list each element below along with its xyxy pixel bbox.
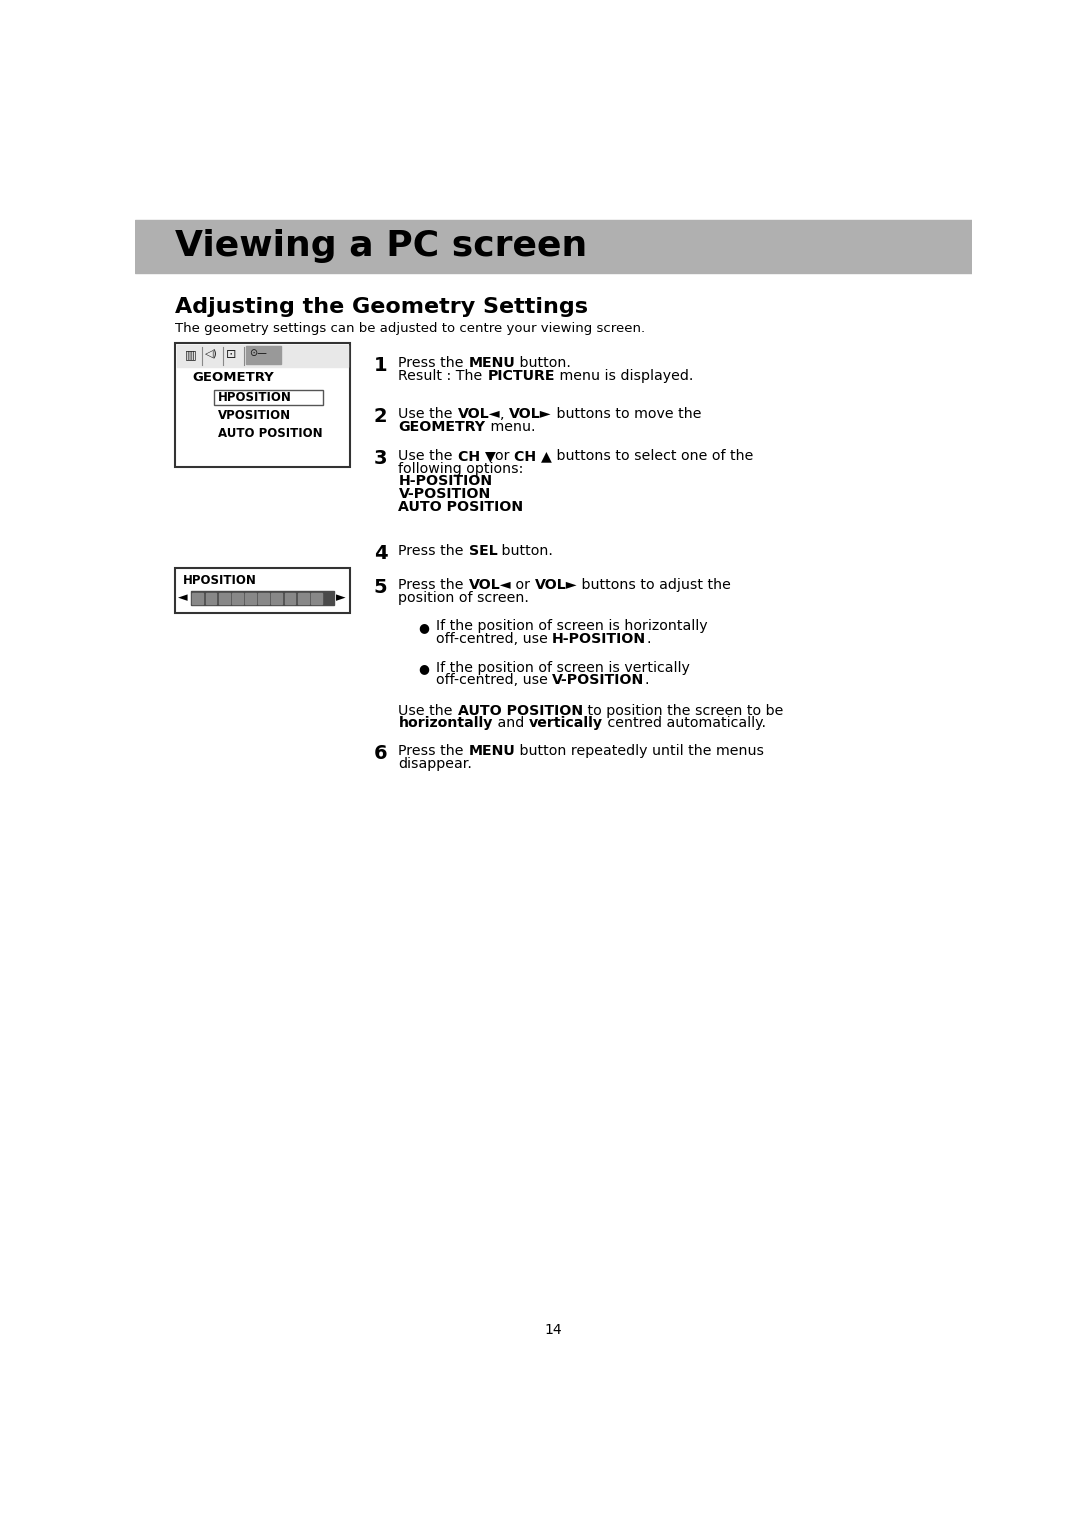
Text: VPOSITION: VPOSITION — [218, 409, 291, 421]
Text: Press the: Press the — [399, 744, 469, 757]
Text: ⊡: ⊡ — [226, 348, 237, 360]
Text: V-POSITION: V-POSITION — [399, 487, 490, 501]
Text: AUTO POSITION: AUTO POSITION — [218, 426, 323, 440]
Text: If the position of screen is horizontally: If the position of screen is horizontall… — [435, 618, 707, 634]
Text: V-POSITION: V-POSITION — [552, 673, 645, 687]
Text: .: . — [645, 673, 649, 687]
Text: MENU: MENU — [469, 744, 515, 757]
Text: AUTO POSITION: AUTO POSITION — [458, 704, 582, 718]
Text: HPOSITION: HPOSITION — [218, 391, 292, 405]
Bar — [311, 592, 322, 603]
Text: buttons to select one of the: buttons to select one of the — [552, 449, 754, 463]
Text: VOL◄: VOL◄ — [469, 579, 511, 592]
Text: Viewing a PC screen: Viewing a PC screen — [175, 229, 588, 263]
Text: ◄: ◄ — [178, 591, 188, 605]
Bar — [177, 345, 348, 366]
Text: Press the: Press the — [399, 356, 469, 371]
Text: CH ▼: CH ▼ — [458, 449, 496, 463]
Bar — [205, 592, 216, 603]
Text: AUTO POSITION: AUTO POSITION — [399, 499, 524, 513]
Text: horizontally: horizontally — [399, 716, 492, 730]
Bar — [258, 592, 269, 603]
Bar — [298, 592, 309, 603]
Text: or: or — [496, 449, 514, 463]
Text: HPOSITION: HPOSITION — [183, 574, 257, 586]
Text: ⊙—: ⊙— — [248, 348, 267, 357]
Text: button.: button. — [497, 544, 553, 557]
Text: The geometry settings can be adjusted to centre your viewing screen.: The geometry settings can be adjusted to… — [175, 322, 646, 334]
Text: Adjusting the Geometry Settings: Adjusting the Geometry Settings — [175, 298, 589, 318]
Bar — [284, 592, 296, 603]
Text: If the position of screen is vertically: If the position of screen is vertically — [435, 661, 689, 675]
Text: Use the: Use the — [399, 408, 458, 421]
Text: position of screen.: position of screen. — [399, 591, 529, 605]
Text: 2: 2 — [374, 408, 388, 426]
Text: MENU: MENU — [469, 356, 515, 371]
Text: 4: 4 — [374, 544, 388, 562]
Text: following options:: following options: — [399, 461, 524, 475]
Text: Press the: Press the — [399, 579, 469, 592]
Text: GEOMETRY: GEOMETRY — [192, 371, 274, 385]
Text: VOL◄: VOL◄ — [458, 408, 500, 421]
Text: 6: 6 — [374, 744, 388, 764]
Text: ▥: ▥ — [185, 348, 197, 360]
Text: centred automatically.: centred automatically. — [603, 716, 766, 730]
Text: 14: 14 — [544, 1322, 563, 1336]
Text: menu is displayed.: menu is displayed. — [555, 370, 693, 383]
Text: or: or — [511, 579, 535, 592]
Bar — [218, 592, 230, 603]
Text: ●: ● — [418, 620, 429, 634]
Text: 3: 3 — [374, 449, 388, 467]
Text: off-centred, use: off-centred, use — [435, 673, 552, 687]
Bar — [191, 591, 334, 605]
Text: VOL►: VOL► — [509, 408, 552, 421]
Text: buttons to adjust the: buttons to adjust the — [577, 579, 731, 592]
Text: button repeatedly until the menus: button repeatedly until the menus — [515, 744, 765, 757]
Text: ,: , — [500, 408, 509, 421]
Text: H-POSITION: H-POSITION — [552, 632, 646, 646]
Text: CH ▲: CH ▲ — [514, 449, 552, 463]
Bar — [135, 220, 972, 272]
Bar — [271, 592, 282, 603]
Text: ●: ● — [418, 663, 429, 675]
Bar — [175, 344, 350, 467]
Text: Use the: Use the — [399, 449, 458, 463]
Bar — [246, 345, 281, 365]
Text: 5: 5 — [374, 579, 388, 597]
Text: to position the screen to be: to position the screen to be — [582, 704, 783, 718]
Text: and: and — [492, 716, 529, 730]
Text: Use the: Use the — [399, 704, 458, 718]
Text: off-centred, use: off-centred, use — [435, 632, 552, 646]
Text: menu.: menu. — [486, 420, 535, 434]
Bar — [245, 592, 256, 603]
Bar — [214, 389, 323, 405]
Text: buttons to move the: buttons to move the — [552, 408, 701, 421]
Text: ►: ► — [336, 591, 346, 605]
Text: SEL: SEL — [469, 544, 497, 557]
Text: .: . — [646, 632, 650, 646]
Text: disappear.: disappear. — [399, 756, 472, 771]
Text: Result : The: Result : The — [399, 370, 487, 383]
Text: vertically: vertically — [529, 716, 603, 730]
Text: button.: button. — [515, 356, 571, 371]
Bar — [192, 592, 203, 603]
Bar — [232, 592, 243, 603]
Text: VOL►: VOL► — [535, 579, 577, 592]
Bar — [175, 568, 350, 612]
Text: ◁): ◁) — [205, 348, 218, 357]
Text: Press the: Press the — [399, 544, 469, 557]
Text: GEOMETRY: GEOMETRY — [399, 420, 486, 434]
Text: 1: 1 — [374, 356, 388, 376]
Text: H-POSITION: H-POSITION — [399, 475, 492, 489]
Text: PICTURE: PICTURE — [487, 370, 555, 383]
